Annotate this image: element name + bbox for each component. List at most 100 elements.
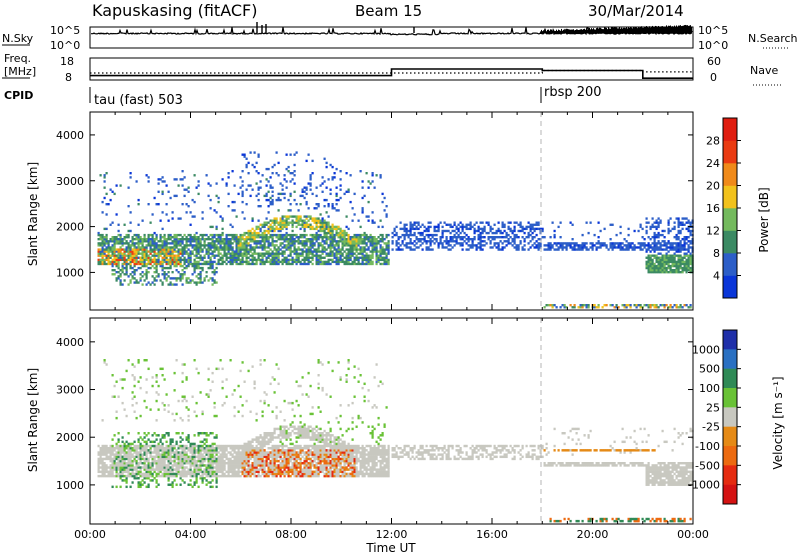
power-cell xyxy=(241,258,244,262)
velocity-cell xyxy=(119,457,122,461)
power-cell xyxy=(253,238,256,241)
velocity-cell xyxy=(165,451,168,454)
power-cell xyxy=(357,262,360,266)
power-cell xyxy=(659,256,662,259)
velocity-cell xyxy=(115,474,118,478)
velocity-cell xyxy=(161,472,164,476)
power-cell xyxy=(409,231,412,235)
velocity-cell xyxy=(189,483,192,486)
velocity-cell xyxy=(171,444,174,448)
velocity-cell xyxy=(145,453,148,456)
power-cell xyxy=(353,213,356,216)
power-cell xyxy=(667,266,670,270)
velocity-cell xyxy=(149,440,152,444)
power-cell xyxy=(101,254,104,257)
power-cell xyxy=(289,192,292,196)
power-cell xyxy=(375,256,378,259)
power-cell xyxy=(305,186,308,189)
power-cell xyxy=(231,238,234,241)
power-cell xyxy=(263,233,266,237)
nsky-band-stroke xyxy=(685,24,686,34)
power-cell xyxy=(157,250,160,253)
power-cell xyxy=(659,262,662,266)
velocity-cell xyxy=(151,464,154,467)
power-cell xyxy=(181,250,184,253)
power-cell xyxy=(101,244,104,247)
power-cell xyxy=(103,258,106,262)
power-cell xyxy=(173,260,176,264)
power-cell xyxy=(337,262,340,266)
velocity-cell xyxy=(179,416,182,420)
power-cell xyxy=(321,248,324,251)
power-cell xyxy=(471,238,474,241)
power-cell xyxy=(209,233,212,237)
power-cell xyxy=(673,262,676,266)
power-cell xyxy=(613,242,616,245)
power-cell xyxy=(313,219,316,222)
power-cell xyxy=(137,203,140,206)
power-cell xyxy=(331,238,334,241)
power-cell xyxy=(221,242,224,245)
power-cell xyxy=(329,238,332,241)
velocity-cell xyxy=(159,468,162,471)
velocity-cell xyxy=(205,466,208,469)
power-cell xyxy=(365,242,368,245)
power-cell xyxy=(479,231,482,235)
velocity-cell xyxy=(107,447,110,450)
power-cell xyxy=(217,236,220,239)
power-cell xyxy=(333,207,336,210)
power-cell xyxy=(461,238,464,241)
power-cell xyxy=(565,242,568,245)
power-cell xyxy=(133,277,136,280)
power-cell xyxy=(193,271,196,274)
power-cell xyxy=(167,242,170,245)
power-cell xyxy=(253,165,256,169)
power-cell xyxy=(531,236,534,239)
power-cell xyxy=(243,250,246,253)
power-cell xyxy=(315,231,318,235)
power-cell xyxy=(131,244,134,247)
power-cell xyxy=(353,252,356,255)
power-cell xyxy=(115,260,118,264)
power-cell xyxy=(525,227,528,231)
power-cell xyxy=(261,238,264,241)
power-cell xyxy=(155,262,158,266)
power-cell xyxy=(379,262,382,266)
power-cell xyxy=(163,256,166,259)
velocity-cell xyxy=(97,453,100,456)
nsky-band-stroke xyxy=(664,26,665,34)
power-cell xyxy=(385,242,388,245)
power-cell xyxy=(169,256,172,259)
power-cell xyxy=(209,184,212,187)
power-cell xyxy=(293,258,296,262)
nsky-band-stroke xyxy=(678,25,679,34)
power-cell xyxy=(171,246,174,249)
power-cell xyxy=(265,240,268,243)
power-cell xyxy=(295,221,298,224)
power-cell xyxy=(341,231,344,235)
power-cell xyxy=(385,205,388,208)
power-cell xyxy=(195,264,198,268)
velocity-cell xyxy=(115,468,118,471)
power-cell xyxy=(327,205,330,208)
power-cell xyxy=(271,186,274,189)
power-cell xyxy=(675,266,678,270)
power-cell xyxy=(261,262,264,266)
power-cell xyxy=(407,229,410,233)
power-cell xyxy=(177,256,180,259)
power-colorbar-swatch xyxy=(723,230,737,254)
velocity-cell xyxy=(153,468,156,471)
power-cell xyxy=(165,252,168,255)
power-cell xyxy=(189,256,192,259)
power-cell xyxy=(451,225,454,229)
power-cell xyxy=(507,240,510,243)
power-cell xyxy=(499,240,502,243)
velocity-cell xyxy=(157,470,160,474)
power-cell xyxy=(243,248,246,251)
velocity-cell xyxy=(111,374,114,377)
power-cell xyxy=(161,192,164,196)
power-cell xyxy=(403,233,406,237)
power-cell xyxy=(269,200,272,204)
power-cell xyxy=(149,252,152,255)
power-cell xyxy=(107,248,110,251)
